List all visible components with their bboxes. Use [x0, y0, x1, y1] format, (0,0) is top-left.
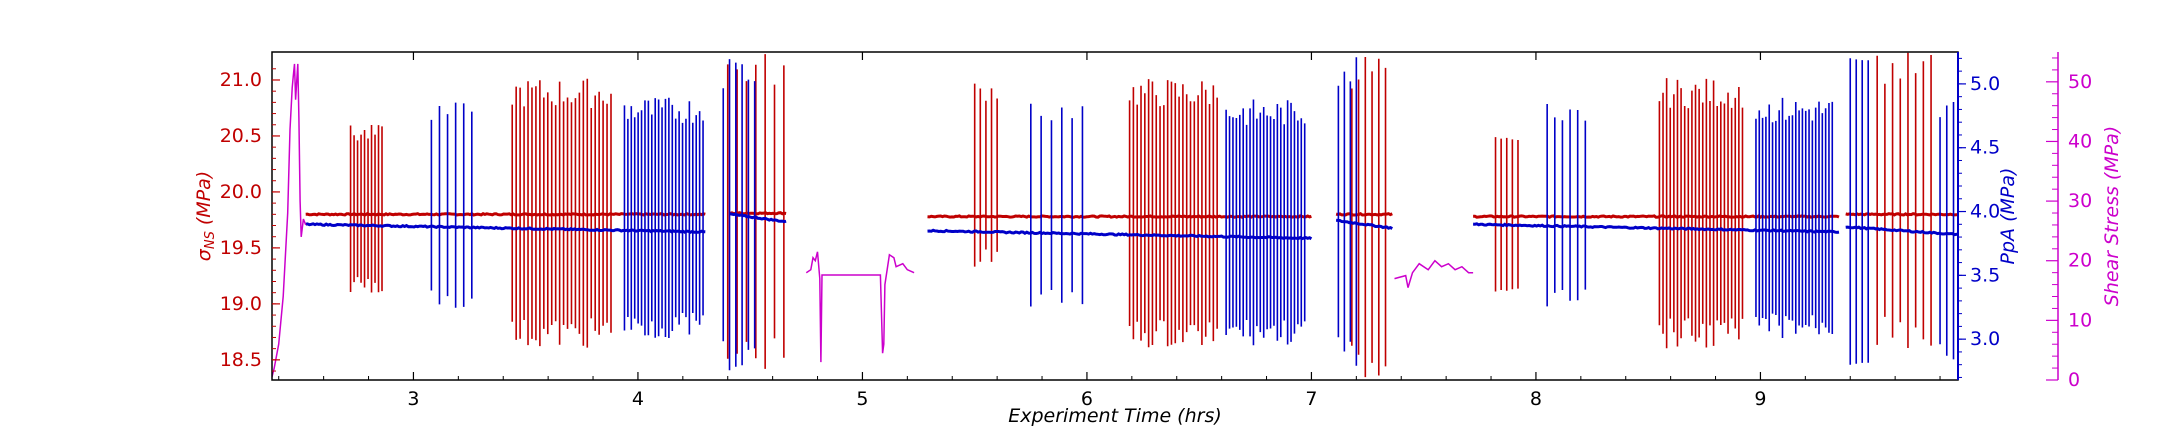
- shear-tick-label: 40: [2068, 130, 2092, 152]
- x-axis: 3 4 5 6 7 8 9: [278, 52, 1941, 410]
- ppa-tick-label: 4.0: [1970, 201, 2000, 223]
- sigma-axis-title-units: (MPa): [193, 171, 215, 231]
- sigma-tick-label: 18.5: [220, 349, 262, 371]
- series-sigma-baseline: [729, 211, 787, 216]
- x-tick-label: 5: [856, 388, 868, 410]
- shear-tick-label: 10: [2068, 309, 2092, 331]
- series-ppa-baseline: [1335, 218, 1393, 230]
- shear-axis-title: Shear Stress (MPa): [2101, 126, 2123, 306]
- shear-tick-label: 20: [2068, 250, 2092, 272]
- sigma-axis-title-subscript: NS: [203, 231, 218, 249]
- ppa-tick-label: 4.5: [1970, 137, 2000, 159]
- x-axis-title: Experiment Time (hrs): [1008, 405, 1222, 427]
- series-shear-trace: [805, 251, 915, 363]
- sigma-axis-title: σNS (MPa): [193, 171, 218, 261]
- x-tick-label: 9: [1754, 388, 1766, 410]
- shear-tick-label: 50: [2068, 71, 2092, 93]
- sigma-axis-title-symbol: σ: [193, 248, 215, 261]
- series-shear: [272, 63, 1474, 378]
- ppa-axis: 3.0 3.5 4.0 4.5 5.0: [1957, 52, 2000, 380]
- sigma-tick-label: 20.0: [220, 181, 262, 203]
- shear-stress-axis: 0 10 20 30 40 50: [2046, 52, 2092, 391]
- series-sigma: [305, 52, 1958, 378]
- series-sigma-baseline: [1473, 214, 1840, 219]
- sigma-tick-label: 19.5: [220, 237, 262, 259]
- series-ppa-baseline: [1473, 222, 1840, 234]
- sigma-tick-label: 20.5: [220, 125, 262, 147]
- series-sigma-baseline: [1335, 211, 1393, 217]
- ppa-tick-label: 3.5: [1970, 264, 2000, 286]
- ppa-axis-title: PpA (MPa): [1997, 168, 2019, 265]
- series-shear-trace: [1394, 259, 1474, 288]
- plot-area: [272, 52, 1958, 378]
- x-tick-label: 6: [1081, 388, 1093, 410]
- x-tick-label: 3: [407, 388, 419, 410]
- x-tick-label: 4: [632, 388, 644, 410]
- ppa-tick-label: 5.0: [1970, 73, 2000, 95]
- sigma-axis: 18.5 19.0 19.5 20.0 20.5 21.0: [220, 68, 280, 372]
- shear-tick-label: 0: [2068, 369, 2080, 391]
- sigma-tick-label: 19.0: [220, 293, 262, 315]
- x-tick-label: 8: [1530, 388, 1542, 410]
- series-ppa: [305, 57, 1958, 371]
- x-tick-label: 7: [1305, 388, 1317, 410]
- series-ppa-baseline: [729, 212, 787, 224]
- sigma-tick-label: 21.0: [220, 69, 262, 91]
- series-ppa-baseline: [927, 228, 1313, 241]
- shear-tick-label: 30: [2068, 190, 2092, 212]
- series-shear-trace: [272, 63, 307, 378]
- ppa-tick-label: 3.0: [1970, 328, 2000, 350]
